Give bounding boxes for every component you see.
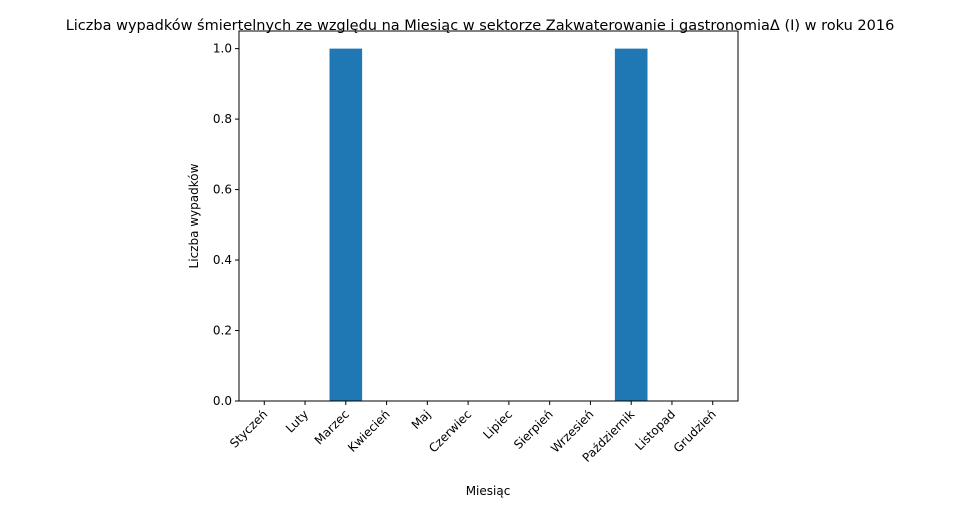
y-tick-label: 1.0 [213,42,232,56]
x-tick-label: Marzec [312,407,352,447]
y-tick-label: 0.8 [213,112,232,126]
x-tick-label: Czerwiec [426,407,474,455]
y-tick-label: 0.6 [213,183,232,197]
bar-2 [329,48,363,401]
x-axis-label: Miesiąc [466,484,511,498]
x-tick-label: Lipiec [480,407,515,442]
y-tick-label: 0.4 [213,253,232,267]
bars-group [329,48,648,401]
chart-title: Liczba wypadków śmiertelnych ze względu … [66,18,895,34]
y-axis-ticks: 0.0 0.2 0.4 0.6 0.8 1.0 [213,42,239,408]
x-tick-label: Luty [283,407,311,435]
plot-frame [238,30,739,402]
x-tick-label: Styczeń [227,407,270,450]
x-tick-label: Maj [409,407,434,432]
x-tick-label: Kwiecień [345,407,393,455]
y-axis-label: Liczba wypadków [187,163,201,268]
y-tick-label: 0.0 [213,394,232,408]
y-tick-label: 0.2 [213,324,232,338]
x-tick-label: Grudzień [671,407,719,455]
bar-9 [614,48,648,401]
